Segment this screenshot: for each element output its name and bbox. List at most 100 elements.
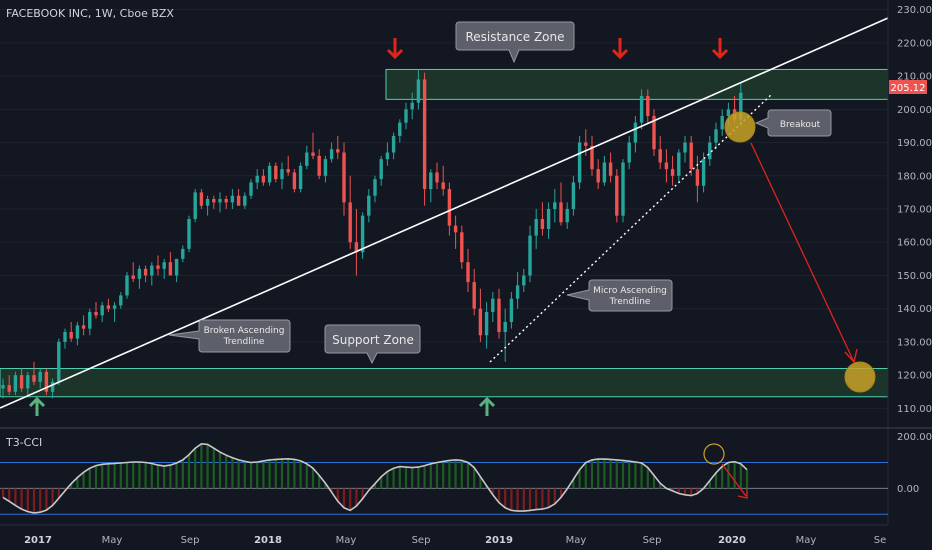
candle: [379, 155, 383, 186]
cci-down-arrow-line: [721, 463, 747, 497]
support-zone-callout[interactable]: Support Zone: [324, 324, 421, 365]
candle-body: [571, 182, 576, 210]
candle: [81, 315, 86, 336]
candle: [615, 169, 619, 223]
broken-trendline-label-2: Trendline: [223, 337, 265, 347]
micro-trendline-callout[interactable]: Micro Ascending Trendline: [566, 279, 673, 312]
broken-trendline-label-1: Broken Ascending: [204, 326, 285, 336]
resistance-zone-label: Resistance Zone: [465, 30, 564, 44]
candle-body: [398, 122, 402, 136]
candle-body: [156, 265, 160, 269]
candle-body: [26, 375, 30, 389]
cci-axis-ticks: 200.00 0.00: [897, 432, 932, 495]
candle: [422, 72, 427, 206]
candle-body: [342, 152, 346, 203]
candle: [639, 89, 644, 130]
candle-body: [621, 162, 625, 216]
breakout-label: Breakout: [780, 120, 821, 130]
time-tick-label: May: [336, 535, 357, 546]
price-tick-label: 150.00: [897, 271, 932, 282]
candle-body: [236, 195, 241, 206]
candle-body: [317, 155, 321, 176]
time-axis-ticks[interactable]: 2017 May Sep 2018 May Sep 2019 May Sep 2020 May Se: [24, 535, 886, 546]
candle-body: [404, 109, 408, 123]
candle: [280, 162, 284, 190]
candle-body: [708, 142, 712, 160]
candle-body: [119, 295, 123, 306]
price-axis-ticks[interactable]: 110.00 120.00 130.00 140.00 150.00 160.00 170.…: [897, 5, 932, 415]
resistance-arrow-1: [386, 38, 404, 60]
candle: [311, 132, 315, 160]
candle: [7, 375, 11, 396]
candle-body: [224, 199, 228, 203]
candle: [106, 298, 111, 313]
last-price-tag: 205.12: [889, 80, 927, 94]
candle: [646, 89, 650, 123]
candle-body: [125, 275, 129, 296]
candle: [218, 192, 222, 213]
candle-body: [608, 162, 613, 176]
candle: [472, 268, 476, 316]
candle: [602, 155, 607, 186]
candle: [540, 202, 545, 236]
candle: [658, 135, 662, 170]
candle: [26, 371, 30, 396]
candle: [329, 142, 334, 163]
candle: [360, 212, 365, 259]
candle-body: [13, 375, 18, 392]
support-zone-band: [0, 368, 889, 398]
micro-trendline-label-2: Trendline: [609, 297, 651, 307]
candle: [94, 302, 98, 319]
candle: [143, 265, 148, 283]
candle-body: [590, 145, 594, 170]
candle-body: [267, 165, 272, 183]
support-zone-label: Support Zone: [332, 333, 414, 347]
candle: [13, 371, 18, 396]
last-price-tag-bg: [889, 80, 927, 94]
candle-body: [422, 79, 427, 190]
candle: [447, 182, 452, 236]
candle: [677, 149, 681, 183]
candle: [100, 302, 104, 322]
candle-body: [69, 331, 73, 339]
candle-body: [360, 215, 365, 253]
candle: [292, 169, 297, 193]
candle-body: [701, 159, 706, 186]
breakout-callout[interactable]: Breakout: [754, 109, 832, 137]
resistance-zone-callout[interactable]: Resistance Zone: [455, 21, 575, 64]
candle: [224, 195, 228, 210]
candle: [261, 169, 266, 186]
candle: [534, 209, 538, 249]
candle: [38, 368, 42, 389]
price-tick-label: 170.00: [897, 205, 932, 216]
candle: [435, 162, 439, 190]
candle: [274, 162, 278, 183]
candle: [305, 145, 309, 170]
candle: [701, 152, 706, 193]
candle: [88, 308, 92, 336]
time-tick-label: Sep: [643, 535, 662, 546]
candle: [670, 155, 675, 186]
candle-body: [100, 305, 104, 316]
candle: [336, 135, 340, 160]
candle: [627, 135, 631, 170]
candle-body: [131, 275, 135, 279]
candle-body: [689, 142, 693, 170]
resistance-arrow-2: [611, 38, 629, 60]
broken-trendline-callout[interactable]: Broken Ascending Trendline: [168, 319, 291, 353]
candle-body: [522, 275, 526, 286]
candle-body: [509, 298, 514, 322]
candle-body: [484, 312, 489, 336]
candle: [559, 182, 563, 226]
candle: [385, 142, 390, 166]
candle-body: [633, 122, 638, 143]
broken-ascending-trendline[interactable]: [0, 17, 889, 409]
candle: [50, 378, 55, 399]
price-tick-label: 200.00: [897, 105, 932, 116]
candle-body: [615, 175, 619, 216]
candle: [125, 272, 129, 299]
candle-body: [652, 115, 656, 150]
candle-body: [373, 179, 377, 196]
candle-body: [38, 371, 42, 382]
candle-body: [639, 96, 644, 123]
